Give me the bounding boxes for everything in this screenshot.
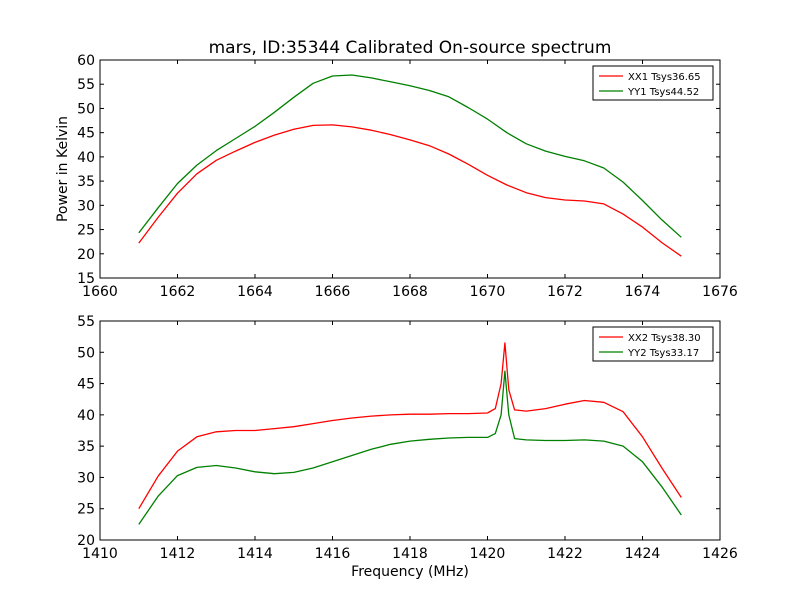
x-tick-label: 1672 [547,284,583,300]
legend: XX2 Tsys38.30 YY2 Tsys33.17 [592,326,714,362]
y-tick-label: 30 [77,198,95,214]
y-tick-label: 55 [77,77,95,93]
series-line-xx1 [138,124,682,257]
x-tick-label: 1414 [237,546,273,562]
x-tick-label: 1426 [702,546,738,562]
series-line-xx2 [138,342,682,510]
y-tick-label: 20 [77,247,95,263]
x-tick-label: 1676 [702,284,738,300]
y-tick-label: 25 [77,223,95,239]
y-tick-label: 35 [77,174,95,190]
legend-label: YY1 Tsys44.52 [627,87,699,98]
y-tick-label: 15 [77,271,95,287]
y-tick-label: 25 [77,502,95,518]
y-tick-label: 60 [77,53,95,69]
y-tick-label: 20 [77,533,95,549]
y-tick-label: 50 [77,345,95,361]
y-axis-label: Power in Kelvin [55,116,71,222]
x-tick-label: 1418 [392,546,428,562]
x-tick-label: 1660 [82,284,118,300]
x-tick-label: 1416 [315,546,351,562]
chart-title: mars, ID:35344 Calibrated On-source spec… [209,38,612,58]
x-tick-label: 1668 [392,284,428,300]
y-tick-label: 55 [77,314,95,330]
legend: XX1 Tsys36.65 YY1 Tsys44.52 [592,65,714,101]
y-tick-label: 30 [77,470,95,486]
x-tick-label: 1412 [160,546,196,562]
y-tick-label: 35 [77,439,95,455]
y-tick-label: 40 [77,408,95,424]
x-tick-label: 1420 [470,546,506,562]
legend-label: XX2 Tsys38.30 [628,333,701,344]
x-tick-label: 1674 [625,284,661,300]
x-tick-label: 1666 [315,284,351,300]
series-line-yy1 [138,74,682,238]
bottom-panel: 1410 1412 1414 1416 1418 1420 1422 1424 1426 20 25… [77,314,738,580]
y-tick-label: 50 [77,101,95,117]
legend-label: XX1 Tsys36.65 [628,72,701,83]
y-tick-label: 40 [77,150,95,166]
y-tick-label: 45 [77,126,95,142]
x-tick-label: 1424 [625,546,661,562]
x-tick-label: 1410 [82,546,118,562]
x-tick-label: 1670 [470,284,506,300]
legend-label: YY2 Tsys33.17 [627,348,699,359]
x-tick-label: 1664 [237,284,273,300]
x-tick-label: 1662 [160,284,196,300]
x-tick-label: 1422 [547,546,583,562]
legend-box [592,326,714,362]
y-tick-label: 45 [77,377,95,393]
top-panel: 1660 1662 1664 1666 1668 1670 1672 1674 1676 15 20… [55,53,738,300]
legend-box [592,65,714,101]
x-axis-label: Frequency (MHz) [351,564,469,580]
series-line-yy2 [138,370,682,525]
